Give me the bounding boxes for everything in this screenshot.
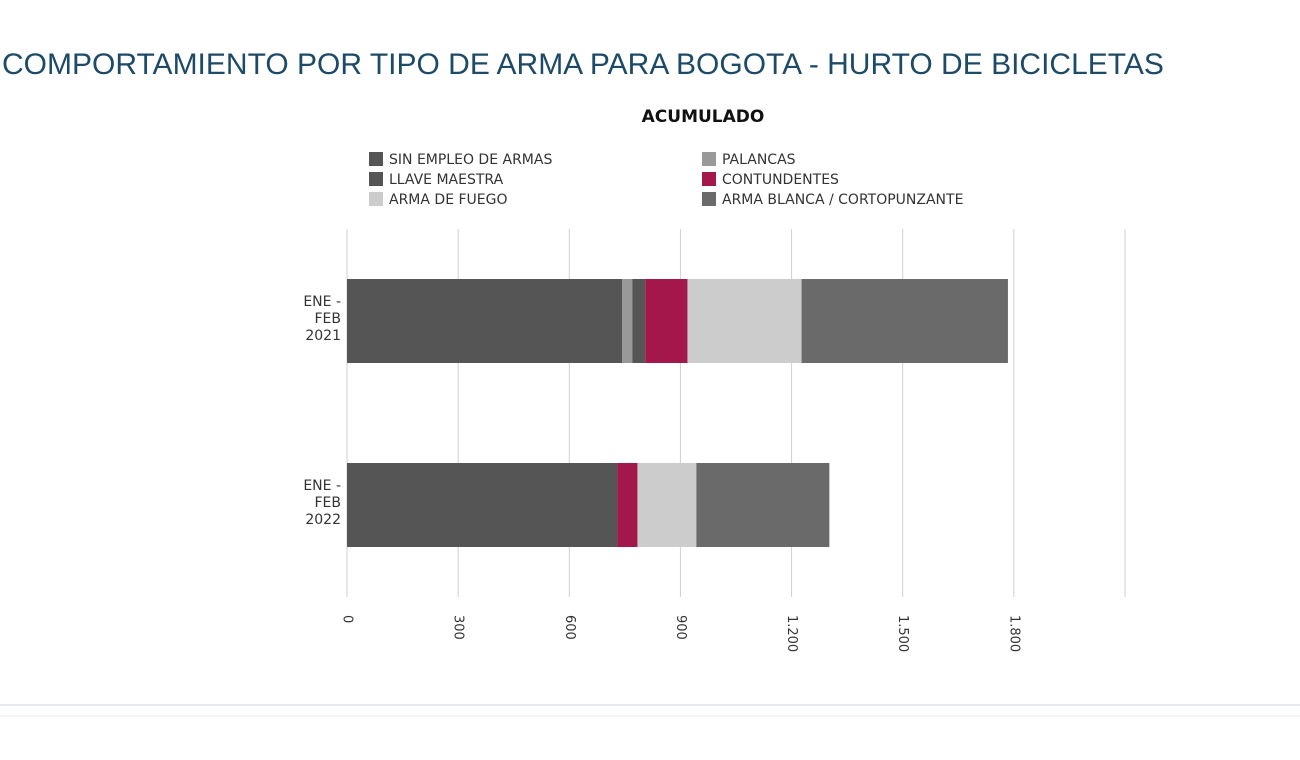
legend-swatch — [369, 152, 383, 166]
bar-segment — [347, 279, 623, 363]
legend-label: PALANCAS — [722, 152, 796, 168]
bar-segment — [645, 279, 688, 363]
legend-swatch — [369, 192, 383, 206]
x-tick-label: 1.800 — [1006, 615, 1021, 652]
x-tick-label: 0 — [340, 615, 355, 623]
x-tick-label: 1.500 — [895, 615, 910, 652]
legend-label: SIN EMPLEO DE ARMAS — [389, 152, 552, 168]
y-tick-label: ENE - FEB 2022 — [303, 478, 341, 528]
bar-segment — [622, 279, 633, 363]
legend-label: ARMA BLANCA / CORTOPUNZANTE — [722, 192, 963, 208]
page-title: COMPORTAMIENTO POR TIPO DE ARMA PARA BOG… — [2, 48, 1164, 81]
y-tick-label: ENE - FEB 2021 — [303, 294, 341, 344]
chart-subtitle: ACUMULADO — [642, 107, 765, 127]
legend-label: ARMA DE FUEGO — [389, 192, 508, 208]
x-tick-label: 900 — [673, 615, 688, 640]
legend-swatch — [702, 172, 716, 186]
bar-segment — [347, 463, 618, 547]
bar-segment — [696, 463, 830, 547]
bar-segment — [617, 463, 638, 547]
legend-swatch — [702, 192, 716, 206]
legend-swatch — [702, 152, 716, 166]
legend-swatch — [369, 172, 383, 186]
bar-segment — [632, 279, 646, 363]
x-tick-label: 600 — [562, 615, 577, 640]
x-tick-label: 1.200 — [784, 615, 799, 652]
bar-segment — [637, 463, 697, 547]
legend-label: CONTUNDENTES — [722, 172, 839, 188]
x-tick-label: 300 — [451, 615, 466, 640]
legend-label: LLAVE MAESTRA — [389, 172, 504, 188]
bar-segment — [687, 279, 802, 363]
bar-segment — [801, 279, 1008, 363]
